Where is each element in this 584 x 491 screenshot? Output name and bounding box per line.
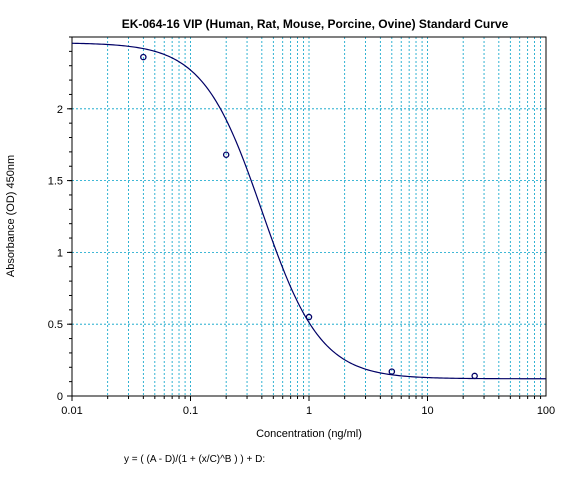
y-tick-label: 1.5 xyxy=(48,176,63,188)
data-point xyxy=(471,372,478,380)
x-tick-label: 1 xyxy=(306,405,312,417)
grid-layer xyxy=(72,37,546,396)
y-tick-label: 2 xyxy=(57,104,63,116)
data-point xyxy=(222,151,230,159)
data-point xyxy=(140,53,147,61)
data-points xyxy=(140,53,478,380)
x-tick-label: 0.01 xyxy=(61,405,82,417)
x-tick-label: 0.1 xyxy=(183,405,198,417)
y-tick-label: 0.5 xyxy=(48,319,63,331)
y-tick-label: 1 xyxy=(57,247,63,259)
x-tick-label: 10 xyxy=(421,405,433,417)
ticks-layer: 0.01 0.1 1 10 100 0 0.5 1 1.5 2 xyxy=(48,36,555,417)
data-point xyxy=(388,368,396,375)
data-point xyxy=(305,313,313,321)
x-axis-label: Concentration (ng/ml) xyxy=(256,428,362,440)
y-tick-label: 0 xyxy=(57,391,63,403)
y-axis-label: Absorbance (OD) 450nm xyxy=(5,155,17,277)
chart-title: EK-064-16 VIP (Human, Rat, Mouse, Porcin… xyxy=(122,17,509,31)
fit-curve xyxy=(71,42,546,380)
fit-formula: y = ( (A - D)/(1 + (x/C)^B ) ) + D: xyxy=(124,454,265,465)
x-tick-label: 100 xyxy=(537,405,555,417)
